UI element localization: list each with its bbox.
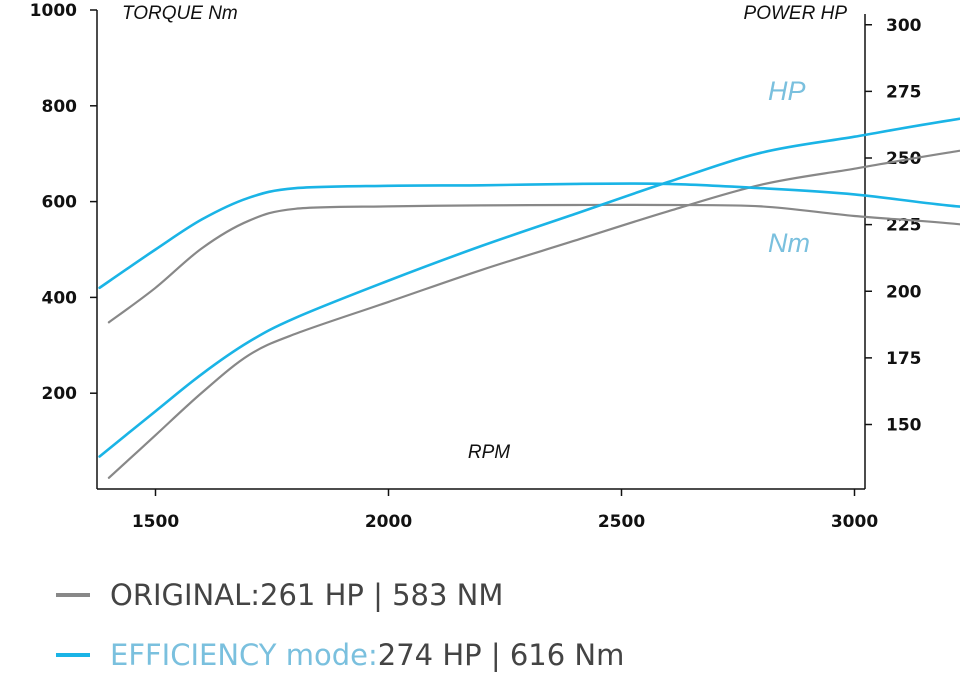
x-tick-label: 1500 xyxy=(132,512,179,532)
right-tick-label: 175 xyxy=(886,349,922,369)
right-axis-title: POWER HP xyxy=(744,3,848,24)
curve-efficiency-power xyxy=(98,117,960,458)
right-tick-label: 275 xyxy=(886,82,922,102)
left-tick-label: 400 xyxy=(42,288,78,308)
curve-efficiency-torque xyxy=(98,182,960,290)
legend-item-efficiency: EFFICIENCY mode: 274 HP | 616 Nm xyxy=(56,638,624,672)
x-axis-title: RPM xyxy=(468,442,510,463)
left-tick-label: 200 xyxy=(42,384,78,404)
curve-label-nm: Nm xyxy=(768,228,810,258)
left-tick-label: 800 xyxy=(42,97,78,117)
right-tick-label: 150 xyxy=(886,416,922,436)
curve-original-torque xyxy=(107,203,960,324)
left-tick-label: 1000 xyxy=(30,1,77,21)
x-tick-label: 2000 xyxy=(365,512,412,532)
right-tick-label: 300 xyxy=(886,16,922,36)
legend-item-original: ORIGINAL: 261 HP | 583 NM xyxy=(56,578,503,612)
left-axis-title: TORQUE Nm xyxy=(122,3,238,24)
curve-original-power xyxy=(107,149,960,479)
curves xyxy=(98,117,960,479)
legend-value-efficiency: 274 HP | 616 Nm xyxy=(377,638,625,672)
x-tick-label: 3000 xyxy=(831,512,878,532)
dyno-chart: 1500200025003000350040004500200400600800… xyxy=(30,1,960,532)
legend-label-original: ORIGINAL: xyxy=(110,578,261,612)
legend-swatch-efficiency xyxy=(56,653,90,657)
legend-value-original: 261 HP | 583 NM xyxy=(260,578,504,612)
left-tick-label: 600 xyxy=(42,193,78,213)
legend-label-efficiency: EFFICIENCY mode: xyxy=(110,638,378,672)
x-tick-label: 2500 xyxy=(598,512,645,532)
legend-swatch-original xyxy=(56,593,90,597)
right-tick-label: 200 xyxy=(886,282,922,302)
curve-label-hp: HP xyxy=(768,76,806,106)
labels: TORQUE Nm POWER HP RPM HP Nm xyxy=(122,3,847,463)
